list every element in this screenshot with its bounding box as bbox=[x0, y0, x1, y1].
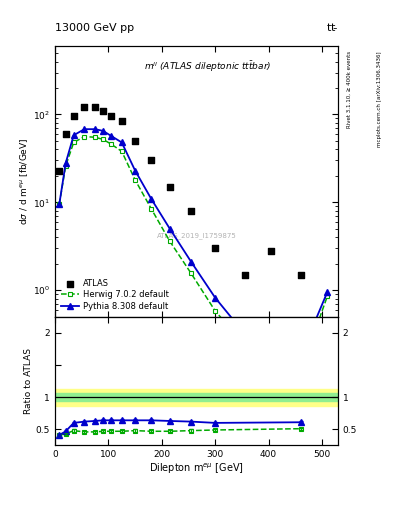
ATLAS bbox=[62, 130, 69, 138]
Pythia 8.308 default bbox=[149, 196, 154, 202]
Pythia 8.308 default bbox=[167, 226, 172, 232]
Legend: ATLAS, Herwig 7.0.2 default, Pythia 8.308 default: ATLAS, Herwig 7.0.2 default, Pythia 8.30… bbox=[59, 277, 170, 312]
Text: ATLAS_2019_I1759875: ATLAS_2019_I1759875 bbox=[157, 232, 236, 239]
Herwig 7.0.2 default bbox=[63, 163, 68, 169]
ATLAS bbox=[298, 271, 304, 279]
Pythia 8.308 default bbox=[63, 160, 68, 166]
Y-axis label: Ratio to ATLAS: Ratio to ATLAS bbox=[24, 348, 33, 414]
Pythia 8.308 default bbox=[325, 289, 330, 295]
Text: 13000 GeV pp: 13000 GeV pp bbox=[55, 23, 134, 33]
Bar bbox=[55, 390, 338, 406]
Pythia 8.308 default bbox=[57, 201, 62, 207]
Text: tt$\mathregular{\bar{}}$: tt$\mathregular{\bar{}}$ bbox=[326, 22, 338, 33]
Pythia 8.308 default bbox=[109, 133, 114, 139]
Pythia 8.308 default bbox=[269, 357, 274, 363]
Pythia 8.308 default bbox=[213, 295, 218, 301]
Pythia 8.308 default bbox=[133, 167, 138, 174]
Pythia 8.308 default bbox=[189, 259, 193, 265]
Line: Herwig 7.0.2 default: Herwig 7.0.2 default bbox=[57, 134, 330, 373]
ATLAS bbox=[212, 244, 219, 252]
Herwig 7.0.2 default bbox=[133, 177, 138, 183]
Herwig 7.0.2 default bbox=[325, 293, 330, 300]
Herwig 7.0.2 default bbox=[149, 205, 154, 211]
Pythia 8.308 default bbox=[82, 126, 87, 132]
ATLAS bbox=[56, 166, 62, 175]
Y-axis label: d$\sigma$ / d m$^{e\mu}$ [fb/GeV]: d$\sigma$ / d m$^{e\mu}$ [fb/GeV] bbox=[18, 138, 30, 225]
X-axis label: Dilepton m$^{e\mu}$ [GeV]: Dilepton m$^{e\mu}$ [GeV] bbox=[149, 462, 244, 477]
Herwig 7.0.2 default bbox=[101, 136, 105, 142]
Pythia 8.308 default bbox=[298, 353, 303, 359]
Herwig 7.0.2 default bbox=[298, 368, 303, 374]
Line: Pythia 8.308 default: Pythia 8.308 default bbox=[56, 126, 331, 363]
ATLAS bbox=[241, 271, 248, 279]
Herwig 7.0.2 default bbox=[213, 308, 218, 314]
Text: m$^{ll}$ (ATLAS dileptonic tt$\mathregular{\bar{t}}$bar): m$^{ll}$ (ATLAS dileptonic tt$\mathregul… bbox=[144, 59, 272, 74]
ATLAS bbox=[108, 112, 114, 120]
ATLAS bbox=[100, 106, 106, 115]
Pythia 8.308 default bbox=[119, 139, 124, 145]
Herwig 7.0.2 default bbox=[119, 148, 124, 155]
ATLAS bbox=[148, 156, 154, 164]
Bar bbox=[55, 393, 338, 401]
ATLAS bbox=[132, 137, 138, 145]
ATLAS bbox=[71, 112, 77, 120]
Text: Rivet 3.1.10, ≥ 400k events: Rivet 3.1.10, ≥ 400k events bbox=[347, 51, 352, 129]
Pythia 8.308 default bbox=[242, 331, 247, 337]
Herwig 7.0.2 default bbox=[242, 342, 247, 348]
ATLAS bbox=[119, 117, 125, 125]
Herwig 7.0.2 default bbox=[167, 238, 172, 244]
Herwig 7.0.2 default bbox=[93, 134, 97, 140]
Herwig 7.0.2 default bbox=[269, 368, 274, 374]
ATLAS bbox=[81, 103, 88, 112]
Herwig 7.0.2 default bbox=[189, 270, 193, 276]
ATLAS bbox=[92, 103, 98, 112]
Herwig 7.0.2 default bbox=[72, 139, 76, 145]
Pythia 8.308 default bbox=[93, 126, 97, 132]
ATLAS bbox=[268, 247, 274, 255]
ATLAS bbox=[188, 207, 194, 215]
Pythia 8.308 default bbox=[72, 132, 76, 138]
Herwig 7.0.2 default bbox=[109, 141, 114, 147]
Text: mcplots.cern.ch [arXiv:1306.3436]: mcplots.cern.ch [arXiv:1306.3436] bbox=[377, 51, 382, 147]
Herwig 7.0.2 default bbox=[57, 201, 62, 207]
Herwig 7.0.2 default bbox=[82, 134, 87, 140]
ATLAS bbox=[167, 183, 173, 191]
Pythia 8.308 default bbox=[101, 128, 105, 134]
